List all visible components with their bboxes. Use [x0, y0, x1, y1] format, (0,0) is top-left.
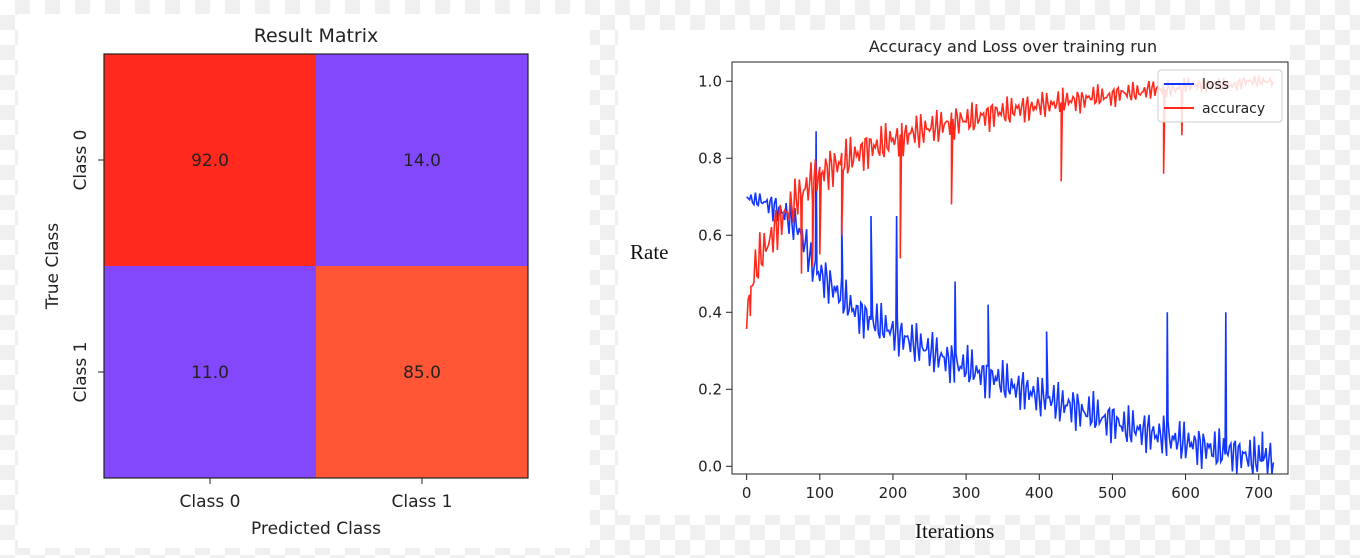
cm-cell-label-0-1: 14.0 [403, 151, 441, 171]
cm-cell-0-1 [316, 54, 528, 266]
training-curve-chart: Accuracy and Loss over training run 0 100… [698, 37, 1289, 502]
lc-ytick-label-4: 0.8 [698, 149, 722, 167]
lc-ytick-label-1: 0.2 [698, 380, 722, 398]
confusion-matrix-chart: Result Matrix 92.0 14.0 11.0 85.0 Class 0 Cl… [43, 25, 529, 539]
cm-frame [103, 53, 529, 479]
cm-cell-label-1-1: 85.0 [403, 363, 441, 383]
cm-xtick-label-0: Class 0 [180, 492, 241, 512]
legend-label-loss: loss [1202, 77, 1229, 93]
lc-xtick-label-2: 200 [879, 484, 908, 502]
lc-ytick-label-3: 0.6 [698, 226, 722, 244]
lc-ytick-label-5: 1.0 [698, 72, 722, 90]
lc-xtick-label-0: 0 [742, 484, 752, 502]
cm-xtick-label-1: Class 1 [392, 492, 453, 512]
lc-xtick-label-6: 600 [1171, 484, 1200, 502]
lc-legend: loss accuracy [1157, 69, 1283, 123]
lc-ytick-label-0: 0.0 [698, 457, 722, 475]
lc-xtick-label-1: 100 [805, 484, 834, 502]
cm-cell-1-1 [316, 266, 528, 478]
lc-ylabel: Rate [630, 240, 669, 264]
cm-cell-label-1-0: 11.0 [191, 363, 229, 383]
cm-cell-label-0-0: 92.0 [191, 151, 229, 171]
lc-ytick-label-2: 0.4 [698, 303, 722, 321]
cm-ytick-label-1: Class 1 [71, 342, 91, 403]
lc-xtick-label-7: 700 [1244, 484, 1273, 502]
lc-title: Accuracy and Loss over training run [869, 37, 1157, 56]
cm-ytick-label-0: Class 0 [71, 130, 91, 191]
lc-frame [731, 61, 1289, 475]
lc-xlabel: Iterations [915, 519, 995, 543]
cm-xlabel: Predicted Class [251, 519, 381, 539]
cm-ylabel: True Class [43, 223, 63, 310]
confusion-matrix-panel: Result Matrix 92.0 14.0 11.0 85.0 Class 0 Cl… [18, 14, 590, 548]
cm-title: Result Matrix [254, 25, 379, 47]
series-line-loss [746, 131, 1275, 475]
lc-xtick-label-5: 500 [1098, 484, 1127, 502]
lc-xtick-label-3: 300 [952, 484, 981, 502]
legend-label-accuracy: accuracy [1202, 101, 1265, 117]
lc-xtick-label-4: 400 [1025, 484, 1054, 502]
training-curve-panel: Accuracy and Loss over training run 0 100… [618, 30, 1290, 515]
cm-cell-1-0 [104, 266, 316, 478]
cm-cell-0-0 [104, 54, 316, 266]
